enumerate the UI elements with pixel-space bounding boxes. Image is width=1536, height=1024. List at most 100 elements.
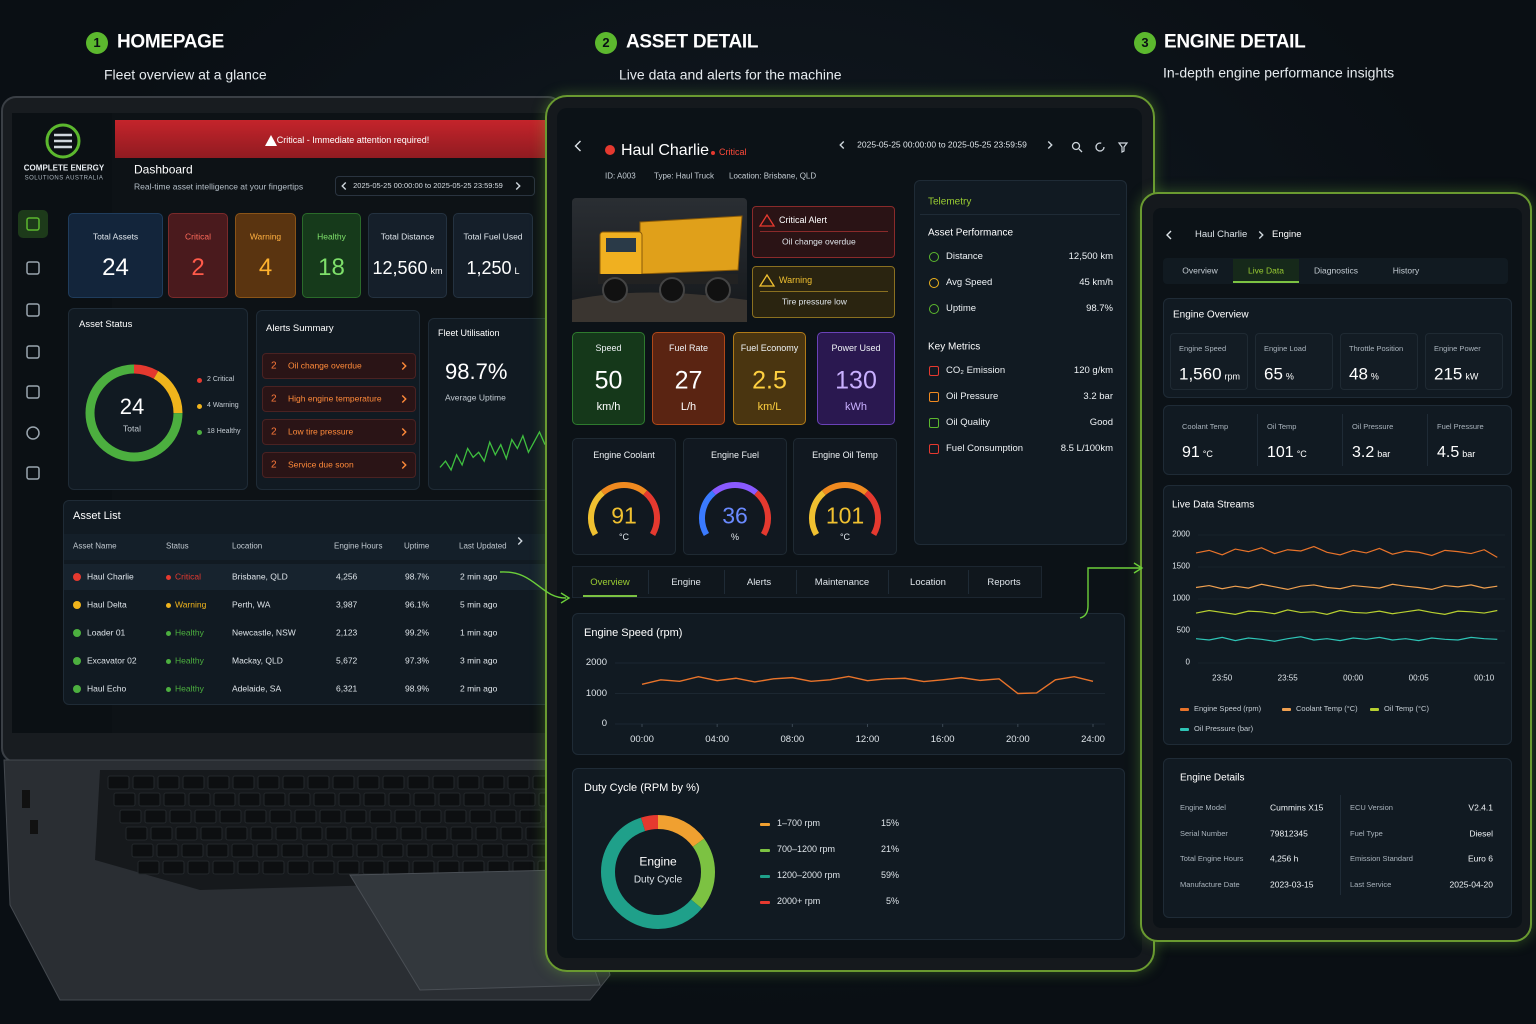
nav-button[interactable] — [18, 459, 48, 487]
key — [350, 826, 373, 841]
back-button[interactable] — [568, 136, 588, 156]
alert-item[interactable] — [262, 419, 416, 445]
tab-label[interactable]: Engine — [671, 576, 701, 588]
chevron — [401, 362, 407, 370]
donut-segment — [601, 815, 715, 929]
engine-details-panel — [1163, 758, 1512, 918]
key — [332, 775, 355, 790]
stat-label: Engine Speed — [1179, 343, 1227, 353]
toolbar-button[interactable] — [1069, 139, 1085, 155]
kpi-card — [302, 213, 361, 298]
nav-button[interactable] — [18, 378, 48, 406]
key — [500, 826, 523, 841]
gauge-label: Engine Coolant — [593, 450, 655, 461]
key — [263, 792, 286, 807]
tab-label[interactable]: Diagnostics — [1314, 265, 1358, 276]
alert-text: Service due soon — [288, 459, 354, 470]
toolbar-button[interactable] — [1115, 139, 1131, 155]
kpi-value: 4 — [259, 256, 272, 280]
chevron — [401, 461, 407, 469]
alert-item[interactable] — [262, 353, 416, 379]
tab-label[interactable]: Alerts — [746, 576, 772, 588]
metric-icon — [929, 278, 939, 288]
key — [125, 826, 148, 841]
value: 4.5 — [1437, 444, 1460, 461]
breadcrumb[interactable]: Haul Charlie — [1195, 228, 1248, 240]
cell: 2,123 — [336, 627, 358, 638]
gauge-value: 91 — [611, 502, 637, 529]
cell: 3,987 — [336, 599, 358, 610]
metric-icon — [929, 444, 939, 454]
x-tick-label: 00:00 — [630, 733, 654, 745]
nav-button[interactable] — [18, 419, 48, 447]
tab-label[interactable]: Reports — [987, 576, 1021, 588]
key — [212, 860, 235, 875]
date-range[interactable] — [335, 176, 535, 196]
key — [519, 809, 542, 824]
key — [382, 775, 405, 790]
key — [456, 843, 479, 858]
gauge-unit: °C — [839, 532, 851, 543]
tab-active-bg — [1233, 259, 1299, 283]
tab-label[interactable]: Live Data — [1248, 265, 1284, 276]
key — [406, 843, 429, 858]
legend-label: Oil Temp (°C) — [1384, 703, 1429, 713]
status-dot — [73, 629, 81, 637]
chevron — [401, 395, 407, 403]
metric-unit: km/L — [757, 400, 782, 413]
alert-item[interactable] — [262, 386, 416, 412]
key — [394, 809, 417, 824]
nav-button[interactable] — [18, 338, 48, 366]
chevron-icon — [341, 182, 347, 190]
metric-card — [652, 332, 725, 425]
metric-name: Avg Speed — [946, 276, 993, 288]
tab-label[interactable]: History — [1392, 265, 1420, 276]
key — [250, 826, 273, 841]
alert-count: 2 — [271, 426, 277, 438]
alert-card[interactable] — [752, 206, 895, 258]
value: 48 — [1349, 364, 1368, 384]
column-header: Status — [166, 541, 189, 551]
kpi-label: Total Assets — [92, 231, 139, 242]
tab-label[interactable]: Maintenance — [814, 576, 870, 588]
nav-button[interactable] — [18, 296, 48, 324]
nav-active — [18, 210, 48, 238]
value: 65 — [1264, 364, 1283, 384]
toolbar-button[interactable] — [1092, 139, 1108, 155]
y-tick-label: 0 — [601, 717, 607, 729]
tab-label[interactable]: Overview — [590, 576, 630, 588]
key — [506, 843, 529, 858]
metric-unit: L/h — [680, 400, 697, 413]
metric-name: Oil Quality — [946, 416, 990, 428]
alert-text: Tire pressure low — [782, 296, 847, 307]
chevron-icon — [574, 140, 581, 152]
nav-button[interactable] — [18, 210, 48, 238]
metric-reading: 120 g/km — [1073, 364, 1113, 376]
detail-label: Serial Number — [1180, 828, 1228, 838]
alert-item[interactable] — [262, 452, 416, 478]
key — [281, 843, 304, 858]
unit: km — [430, 266, 443, 276]
cell: 98.9% — [405, 683, 430, 694]
alert-card[interactable] — [752, 266, 895, 318]
truck-window — [606, 238, 636, 252]
key — [387, 860, 410, 875]
line — [1195, 583, 1498, 591]
value: 18 — [318, 254, 345, 281]
nav-button[interactable] — [18, 254, 48, 282]
tab-label[interactable]: Location — [910, 576, 946, 588]
toolbar-icon — [1071, 141, 1083, 153]
alert-triangle — [758, 213, 776, 227]
gauge-unit: °C — [618, 532, 630, 543]
legend-swatch — [760, 822, 770, 826]
cell: 4,256 — [336, 571, 358, 582]
stat-label: Oil Temp — [1267, 421, 1297, 431]
y-tick-label: 0 — [1185, 657, 1190, 667]
utilisation-panel — [428, 318, 545, 490]
legend-label: Engine Speed (rpm) — [1194, 703, 1262, 713]
back-button[interactable] — [1160, 226, 1178, 244]
alert-count: 2 — [271, 393, 277, 405]
stat-card — [1255, 333, 1333, 390]
tab-label[interactable]: Overview — [1182, 265, 1218, 276]
cell: 97.3% — [405, 655, 430, 666]
